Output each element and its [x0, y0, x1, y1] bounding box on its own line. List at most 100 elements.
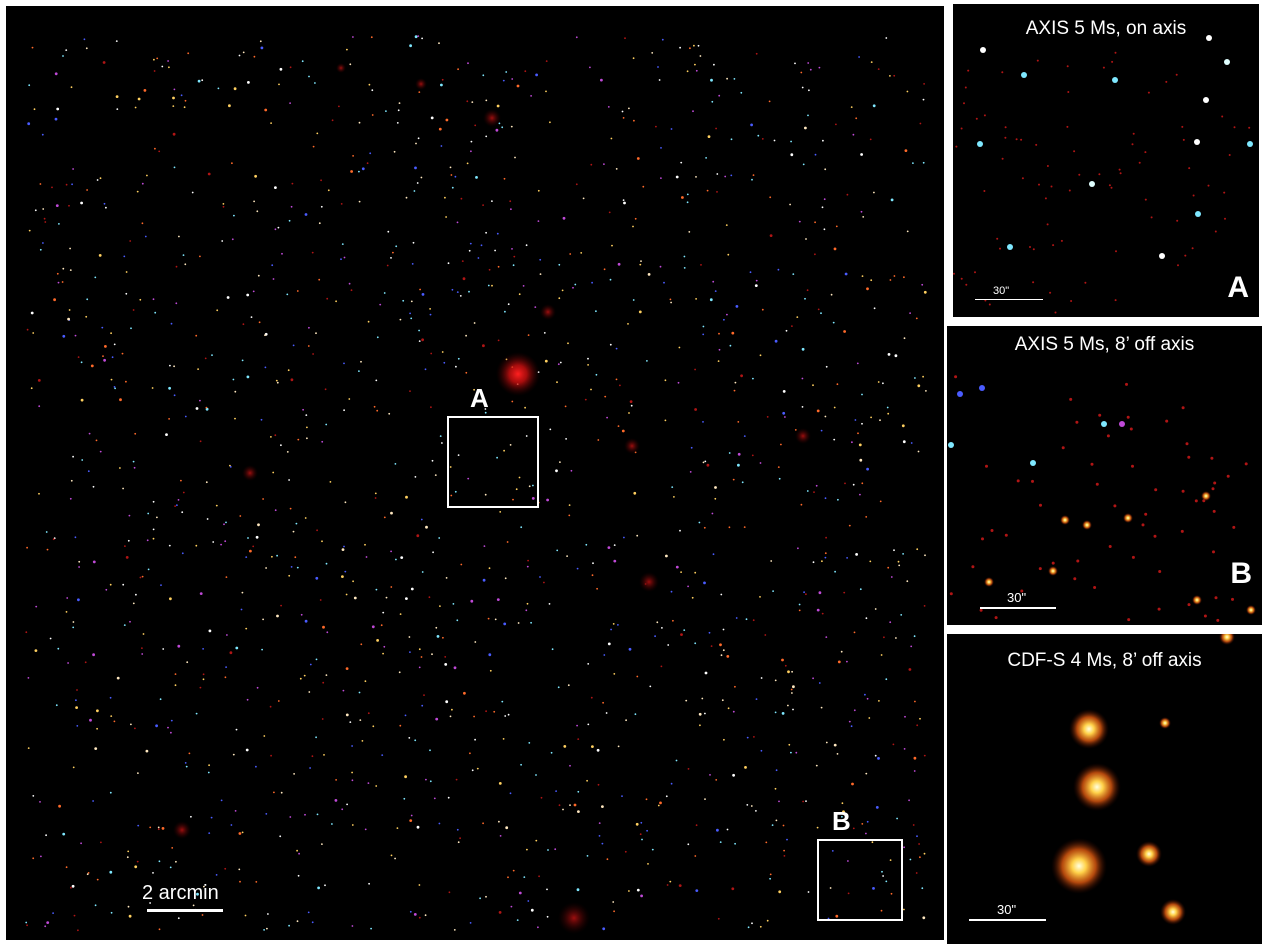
- point-source: [543, 332, 546, 334]
- point-source: [201, 914, 204, 916]
- point-source: [260, 46, 264, 50]
- point-source: [866, 697, 869, 700]
- point-source: [421, 338, 424, 342]
- point-source: [479, 897, 481, 900]
- point-source: [110, 911, 113, 914]
- point-source: [395, 245, 398, 248]
- point-source: [546, 888, 548, 891]
- point-source: [833, 438, 836, 441]
- point-source: [159, 698, 162, 701]
- point-source: [168, 386, 172, 390]
- point-source: [625, 719, 627, 722]
- point-source: [600, 78, 603, 82]
- point-source: [80, 201, 83, 205]
- faint-source: [1073, 150, 1076, 153]
- point-source: [846, 193, 849, 196]
- faint-source: [1187, 603, 1191, 607]
- point-source: [418, 340, 421, 342]
- point-source: [857, 432, 859, 435]
- faint-source: [1231, 597, 1234, 601]
- point-source: [115, 40, 118, 42]
- point-source: [286, 293, 289, 296]
- point-source: [591, 574, 594, 577]
- faint-source: [1060, 239, 1063, 242]
- point-source: [796, 316, 799, 318]
- point-source: [801, 347, 805, 351]
- point-source: [183, 106, 186, 109]
- point-source: [601, 805, 604, 808]
- point-source: [743, 526, 746, 528]
- point-source: [655, 125, 657, 128]
- point-source: [504, 715, 507, 717]
- faint-source: [1144, 512, 1148, 516]
- point-source: [889, 859, 892, 861]
- point-source: [737, 463, 740, 467]
- point-source: [657, 804, 660, 807]
- point-source: [100, 841, 102, 844]
- faint-source: [1191, 247, 1194, 250]
- point-source: [127, 539, 130, 542]
- point-source: [624, 850, 627, 853]
- point-source: [449, 715, 452, 718]
- point-source: [278, 83, 280, 86]
- point-source: [111, 356, 114, 359]
- point-source: [182, 254, 185, 256]
- point-source: [766, 919, 769, 922]
- point-source: [628, 412, 630, 414]
- point-source: [906, 230, 909, 233]
- point-source: [784, 664, 787, 667]
- point-source: [511, 248, 513, 250]
- point-source: [753, 736, 755, 738]
- point-source: [34, 209, 37, 212]
- main-deep-field-image: A B 2 arcmin: [6, 6, 944, 940]
- point-source: [297, 438, 300, 441]
- point-source: [689, 47, 691, 50]
- point-source: [25, 921, 28, 924]
- point-source: [80, 398, 84, 402]
- point-source: [174, 684, 177, 687]
- point-source: [555, 469, 558, 473]
- point-source: [485, 99, 488, 102]
- point-source: [778, 890, 782, 894]
- extended-source: [1159, 717, 1171, 729]
- point-source: [711, 100, 714, 103]
- point-source: [231, 238, 234, 241]
- point-source: [109, 791, 112, 794]
- point-source: [707, 135, 711, 139]
- point-source: [69, 497, 72, 500]
- point-source: [575, 183, 578, 186]
- point-source: [276, 381, 279, 384]
- point-source: [737, 452, 741, 456]
- point-source: [694, 571, 697, 574]
- point-source: [545, 60, 548, 62]
- faint-source: [1093, 586, 1097, 589]
- point-source: [535, 774, 537, 776]
- faint-source: [1207, 184, 1210, 187]
- point-source: [402, 299, 405, 302]
- point-source: [540, 796, 543, 799]
- point-source: [714, 486, 717, 489]
- point-source: [349, 721, 352, 723]
- point-source: [394, 857, 396, 860]
- point-source: [841, 802, 844, 805]
- point-source: [256, 210, 259, 213]
- point-source: [695, 298, 697, 300]
- point-source: [803, 591, 805, 594]
- point-source: [180, 94, 183, 97]
- point-source: [870, 279, 873, 282]
- point-source: [338, 105, 340, 108]
- point-source: [128, 914, 132, 918]
- point-source: [895, 637, 897, 639]
- point-source: [44, 925, 47, 928]
- point-source: [185, 765, 188, 768]
- point-source: [617, 624, 619, 626]
- point-source: [809, 68, 812, 71]
- point-source: [680, 633, 683, 636]
- point-source: [137, 824, 140, 827]
- point-source: [222, 205, 225, 208]
- point-source: [264, 334, 266, 337]
- point-source: [840, 650, 843, 653]
- point-source: [127, 905, 130, 908]
- point-source: [425, 778, 427, 781]
- point-source: [874, 754, 877, 757]
